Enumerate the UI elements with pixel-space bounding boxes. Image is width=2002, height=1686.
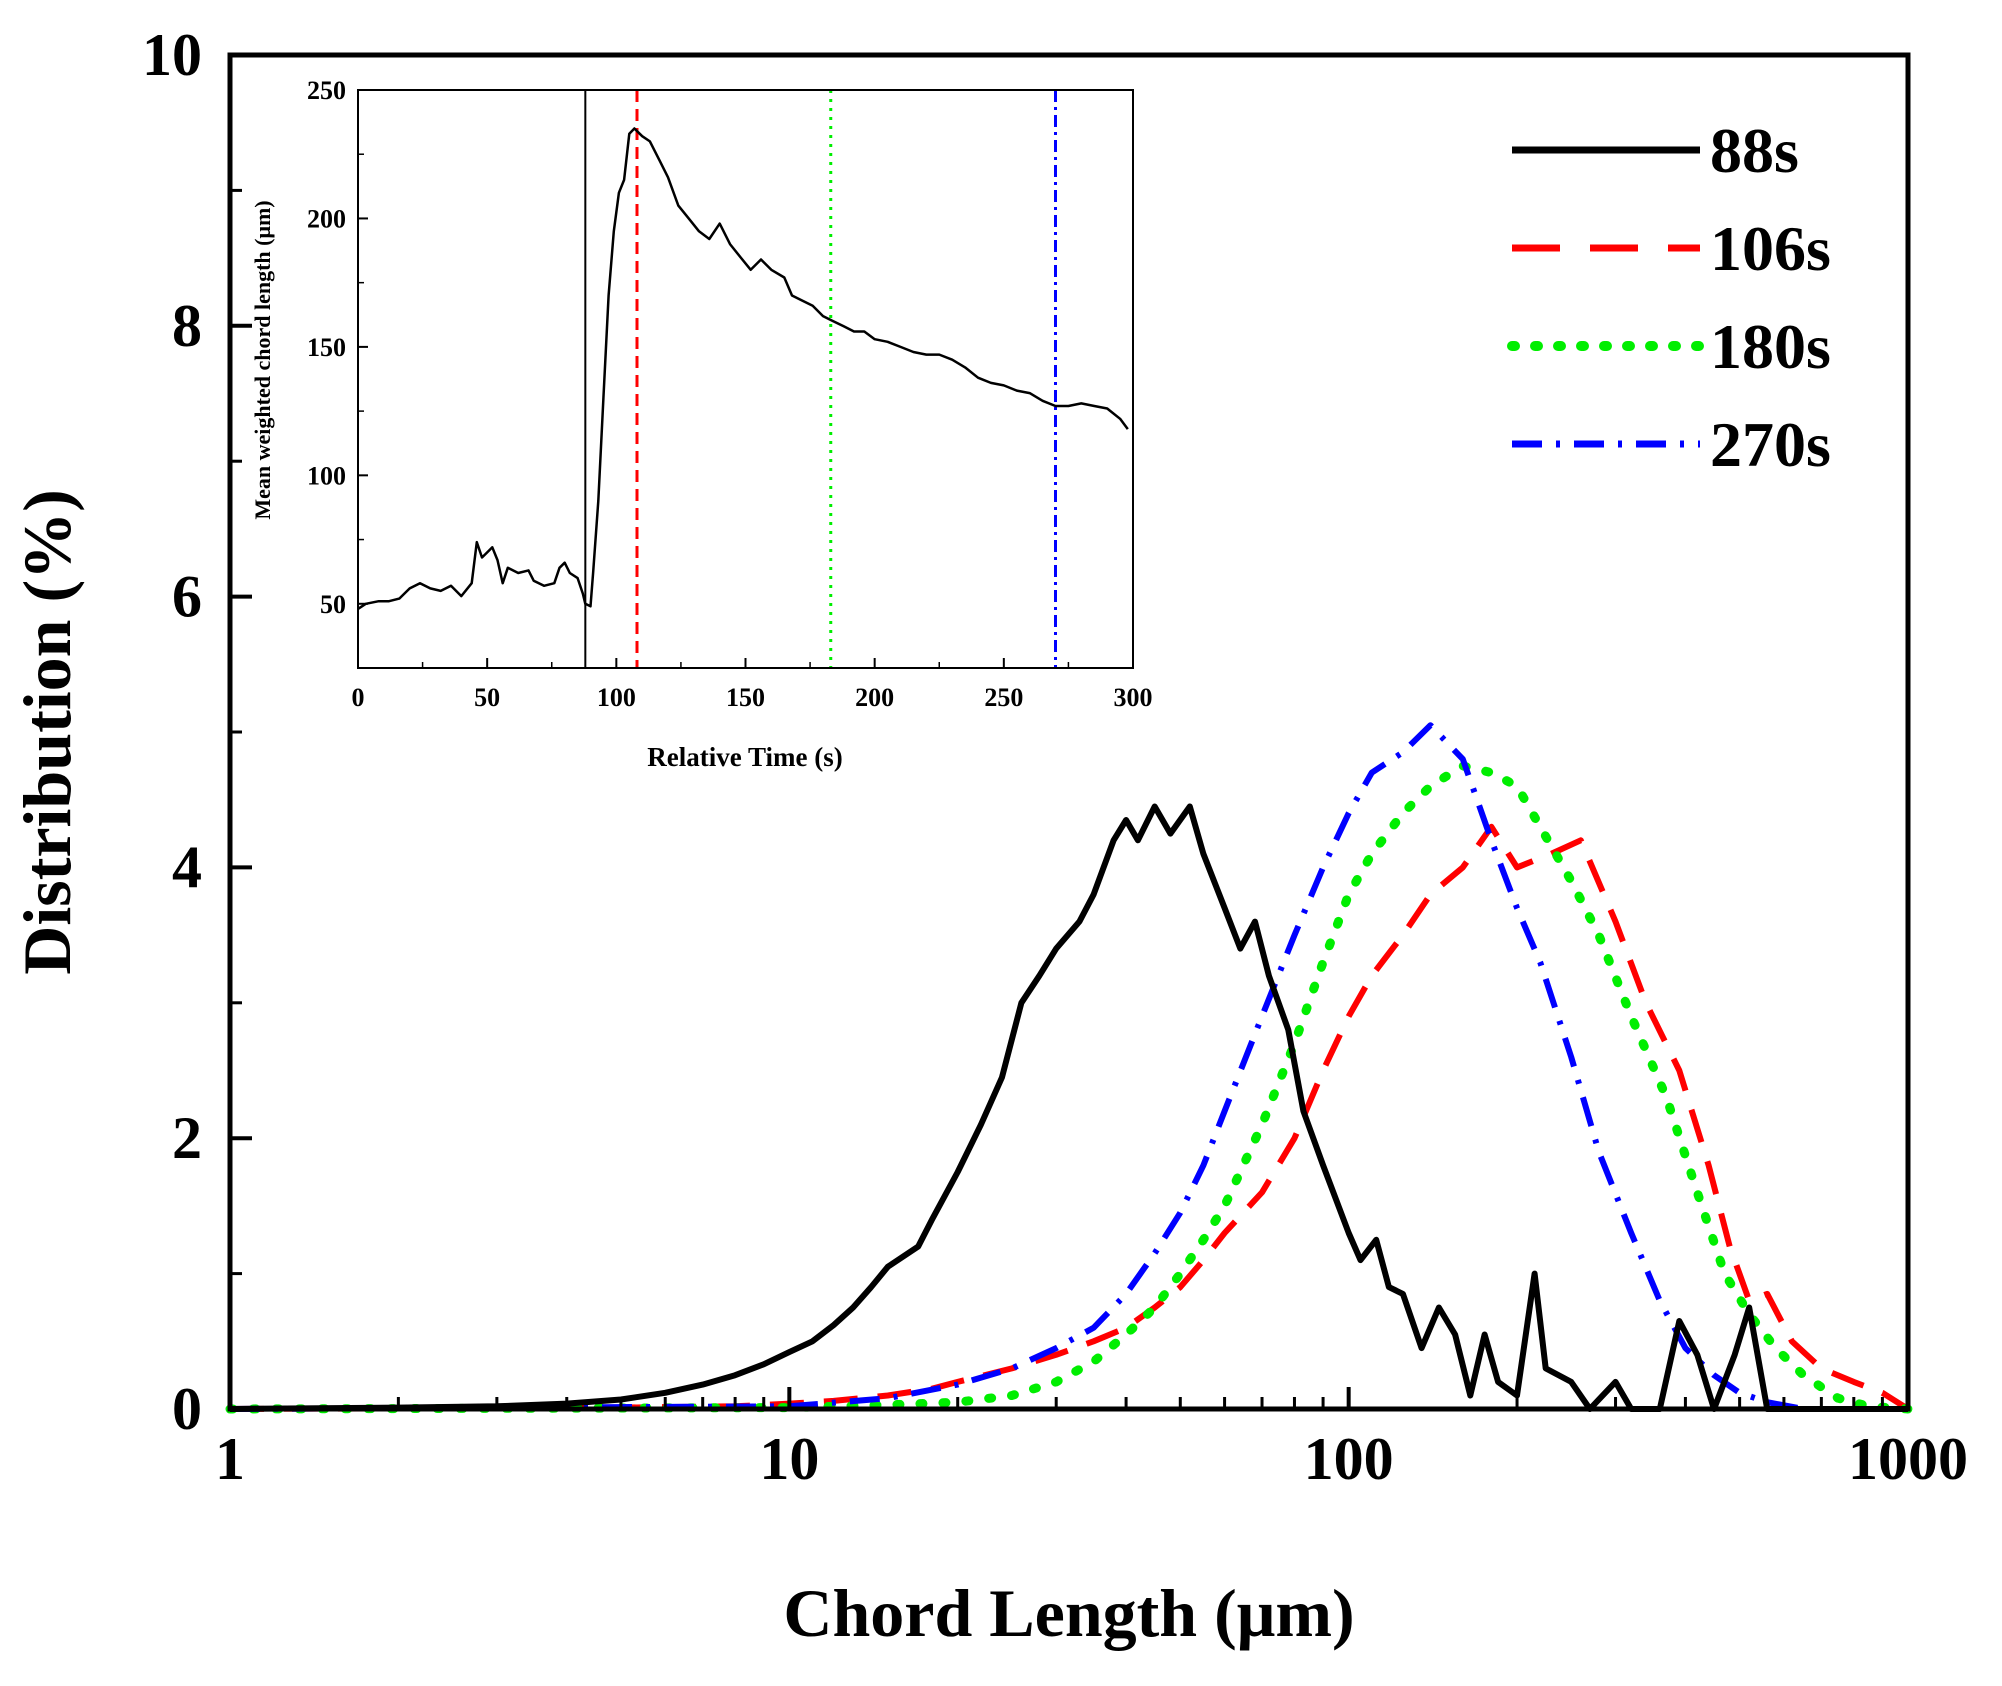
inset-y-tick-label: 100 [307, 461, 346, 490]
inset-x-tick-label: 300 [1114, 683, 1153, 712]
main-x-tick-label: 1 [215, 1426, 245, 1492]
inset-y-tick-label: 200 [307, 204, 346, 233]
inset-y-tick-label: 150 [307, 333, 346, 362]
main-y-tick-label: 4 [172, 834, 202, 900]
legend-label-180s: 180s [1710, 311, 1831, 382]
series-106s-line [229, 823, 1910, 1412]
inset-x-tick-label: 250 [984, 683, 1023, 712]
legend-label-270s: 270s [1710, 409, 1831, 480]
inset-y-tick-label: 250 [307, 76, 346, 105]
inset-x-tick-label: 100 [597, 683, 636, 712]
main-x-tick-label: 100 [1304, 1426, 1394, 1492]
main-y-tick-label: 6 [172, 564, 202, 630]
main-y-axis-label: Distribution (%) [9, 489, 85, 974]
inset-plot: 0 50 100 150 200 250 300 50 100 150 200 250 Relativ… [250, 76, 1153, 772]
main-x-tick-label: 1000 [1848, 1426, 1968, 1492]
inset-series-line [357, 127, 1129, 610]
inset-background [358, 90, 1133, 668]
inset-x-tick-label: 150 [726, 683, 765, 712]
legend: 88s 106s 180s 270s [1507, 115, 1831, 480]
inset-plot-ticks: 0 50 100 150 200 250 300 50 100 150 200 250 [307, 76, 1153, 712]
main-plot-series [225, 722, 1913, 1414]
inset-x-tick-label: 200 [855, 683, 894, 712]
main-y-tick-label: 10 [142, 22, 202, 88]
inset-plot-series [357, 90, 1129, 668]
legend-label-106s: 106s [1710, 213, 1831, 284]
main-y-tick-label: 8 [172, 293, 202, 359]
series-88s-line [229, 803, 1908, 1412]
main-y-tick-label: 2 [172, 1105, 202, 1171]
inset-x-tick-label: 0 [352, 683, 365, 712]
inset-x-axis-label: Relative Time (s) [647, 742, 842, 772]
inset-y-tick-label: 50 [320, 590, 346, 619]
inset-x-tick-label: 50 [474, 683, 500, 712]
main-x-axis-label: Chord Length (μm) [783, 1575, 1354, 1651]
inset-y-axis-label: Mean weighted chord length (μm) [250, 200, 275, 519]
main-y-tick-label: 0 [172, 1376, 202, 1442]
legend-label-88s: 88s [1710, 115, 1799, 186]
series-180s-line [225, 761, 1913, 1414]
main-x-tick-label: 10 [759, 1426, 819, 1492]
